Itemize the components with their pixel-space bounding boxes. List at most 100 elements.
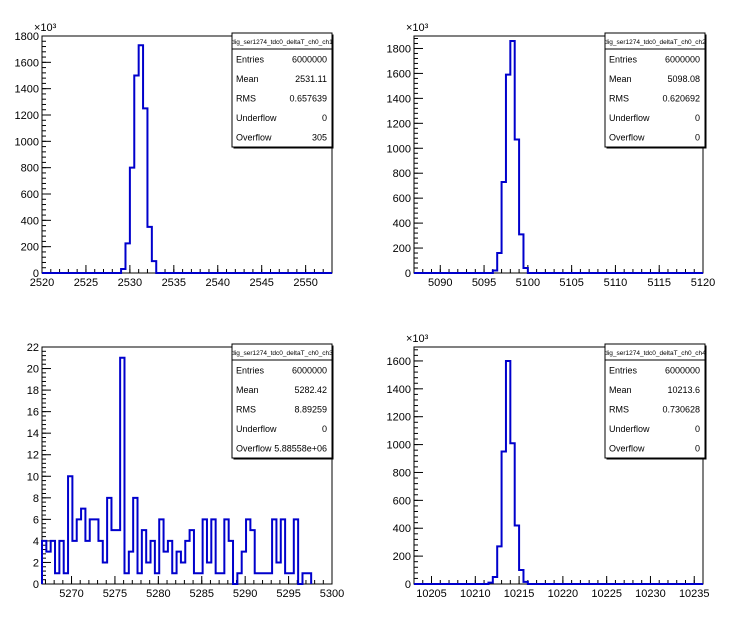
y-tick-label: 1400 — [387, 384, 411, 396]
y-tick-label: 8 — [33, 493, 39, 505]
y-tick-label: 1000 — [387, 440, 411, 452]
stats-row-value: 8.89259 — [294, 405, 327, 415]
histogram-panel-3: 5270 5275 5280 5285 5290 5295 5300 0 2 4 6 8 10 12 14 1… — [27, 342, 344, 600]
x-tick-label: 5275 — [103, 588, 127, 600]
stats-row-label: Entries — [609, 54, 638, 64]
stats-row-value: 5.88558e+06 — [274, 444, 327, 454]
stats-row-value: 0.620692 — [662, 94, 700, 104]
stats-row-label: Overflow — [609, 444, 645, 454]
x-tick-label: 2540 — [206, 277, 230, 289]
y-tick-label: 600 — [393, 193, 411, 205]
y-tick-label: 800 — [21, 163, 39, 175]
x-tick-label: 10215 — [504, 588, 535, 600]
y-multiplier-label: ×10³ — [406, 22, 429, 34]
stats-row-label: RMS — [236, 405, 256, 415]
stats-row-value: 0 — [695, 133, 700, 143]
stats-row-value: 0.657639 — [289, 94, 327, 104]
x-tick-label: 5285 — [190, 588, 214, 600]
stats-row-value: 0 — [322, 113, 327, 123]
stats-row-value: 0 — [695, 113, 700, 123]
stats-row-value: 5098.08 — [667, 74, 700, 84]
y-tick-label: 12 — [27, 450, 39, 462]
stats-row-label: RMS — [609, 94, 629, 104]
stats-row-value: 0.730628 — [662, 405, 700, 415]
y-tick-label: 1600 — [15, 57, 39, 69]
stats-box: dig_ser1274_tdc0_deltaT_ch0_ch2 Entries 60… — [604, 32, 707, 149]
stats-title: dig_ser1274_tdc0_deltaT_ch0_ch3 — [231, 350, 333, 357]
stats-row-value: 2531.11 — [295, 74, 327, 84]
y-tick-label: 18 — [27, 385, 39, 397]
y-tick-label: 6 — [33, 514, 39, 526]
y-tick-label: 1800 — [387, 43, 411, 55]
x-tick-label: 10210 — [460, 588, 491, 600]
histogram-line — [414, 39, 703, 274]
histogram-panel-1: 2520 2525 2530 2535 2540 2545 2550 0 200 400 600 80… — [15, 22, 334, 289]
y-tick-label: 200 — [393, 551, 411, 563]
stats-row-value: 6000000 — [292, 365, 327, 375]
stats-row-label: Entries — [236, 54, 265, 64]
x-tick-label: 5295 — [276, 588, 300, 600]
stats-title: dig_ser1274_tdc0_deltaT_ch0_ch1 — [231, 39, 333, 46]
stats-box-frame — [604, 343, 706, 459]
x-tick-label: 5105 — [559, 277, 583, 289]
stats-row-value: 0 — [695, 424, 700, 434]
y-tick-label: 4 — [33, 536, 39, 548]
stats-row-label: Overflow — [236, 133, 272, 143]
stats-row-label: Mean — [609, 385, 632, 395]
y-tick-label: 600 — [21, 189, 39, 201]
stats-row-value: 0 — [695, 444, 700, 454]
histogram-panel-2: 5090 5095 5100 5105 5110 5115 5120 0 200 400 600 80… — [387, 22, 716, 289]
stats-row-value: 6000000 — [665, 54, 700, 64]
stats-row-label: Underflow — [609, 424, 650, 434]
y-tick-label: 1000 — [15, 136, 39, 148]
x-tick-label: 2525 — [74, 277, 98, 289]
y-tick-label: 1200 — [387, 118, 411, 130]
y-multiplier-label: ×10³ — [34, 22, 57, 34]
stats-row-value: 5282.42 — [294, 385, 327, 395]
y-tick-label: 400 — [393, 218, 411, 230]
x-tick-label: 10235 — [679, 588, 710, 600]
stats-row-label: RMS — [236, 94, 256, 104]
y-tick-label: 16 — [27, 407, 39, 419]
x-tick-label: 5115 — [647, 277, 671, 289]
x-tick-label: 2520 — [30, 277, 54, 289]
y-tick-label: 800 — [393, 467, 411, 479]
y-tick-label: 10 — [27, 471, 39, 483]
stats-row-value: 6000000 — [292, 54, 327, 64]
y-tick-label: 400 — [21, 215, 39, 227]
x-tick-label: 2530 — [118, 277, 142, 289]
stats-row-value: 6000000 — [665, 365, 700, 375]
stats-box-frame — [231, 343, 333, 459]
histogram-line — [41, 356, 313, 585]
stats-box: dig_ser1274_tdc0_deltaT_ch0_ch3 Entries 60… — [231, 343, 334, 460]
x-tick-label: 10220 — [548, 588, 579, 600]
x-tick-label: 5280 — [146, 588, 170, 600]
stats-box: dig_ser1274_tdc0_deltaT_ch0_ch4 Entries 60… — [604, 343, 707, 460]
plot-frame — [41, 346, 333, 585]
x-tick-label: 10205 — [416, 588, 447, 600]
x-tick-label: 5095 — [472, 277, 496, 289]
y-tick-label: 1600 — [387, 68, 411, 80]
y-tick-label: 1000 — [387, 143, 411, 155]
y-tick-label: 0 — [33, 268, 39, 280]
y-tick-label: 1400 — [387, 93, 411, 105]
x-tick-label: 10230 — [635, 588, 666, 600]
x-tick-label: 5120 — [691, 277, 715, 289]
stats-row-label: Underflow — [236, 424, 277, 434]
x-tick-label: 5110 — [604, 277, 628, 289]
stats-box: dig_ser1274_tdc0_deltaT_ch0_ch1 Entries 60… — [231, 32, 334, 149]
y-tick-label: 800 — [393, 168, 411, 180]
stats-title: dig_ser1274_tdc0_deltaT_ch0_ch4 — [604, 350, 706, 357]
x-tick-label: 5290 — [233, 588, 257, 600]
stats-row-label: Mean — [609, 74, 632, 84]
stats-row-label: Overflow — [236, 444, 272, 454]
y-tick-label: 0 — [405, 579, 411, 591]
x-tick-label: 2545 — [249, 277, 273, 289]
stats-row-label: Overflow — [609, 133, 645, 143]
y-tick-label: 14 — [27, 428, 39, 440]
y-tick-label: 1600 — [387, 356, 411, 368]
y-tick-label: 1800 — [15, 31, 39, 43]
stats-box-frame — [604, 32, 706, 148]
x-tick-label: 2535 — [162, 277, 186, 289]
